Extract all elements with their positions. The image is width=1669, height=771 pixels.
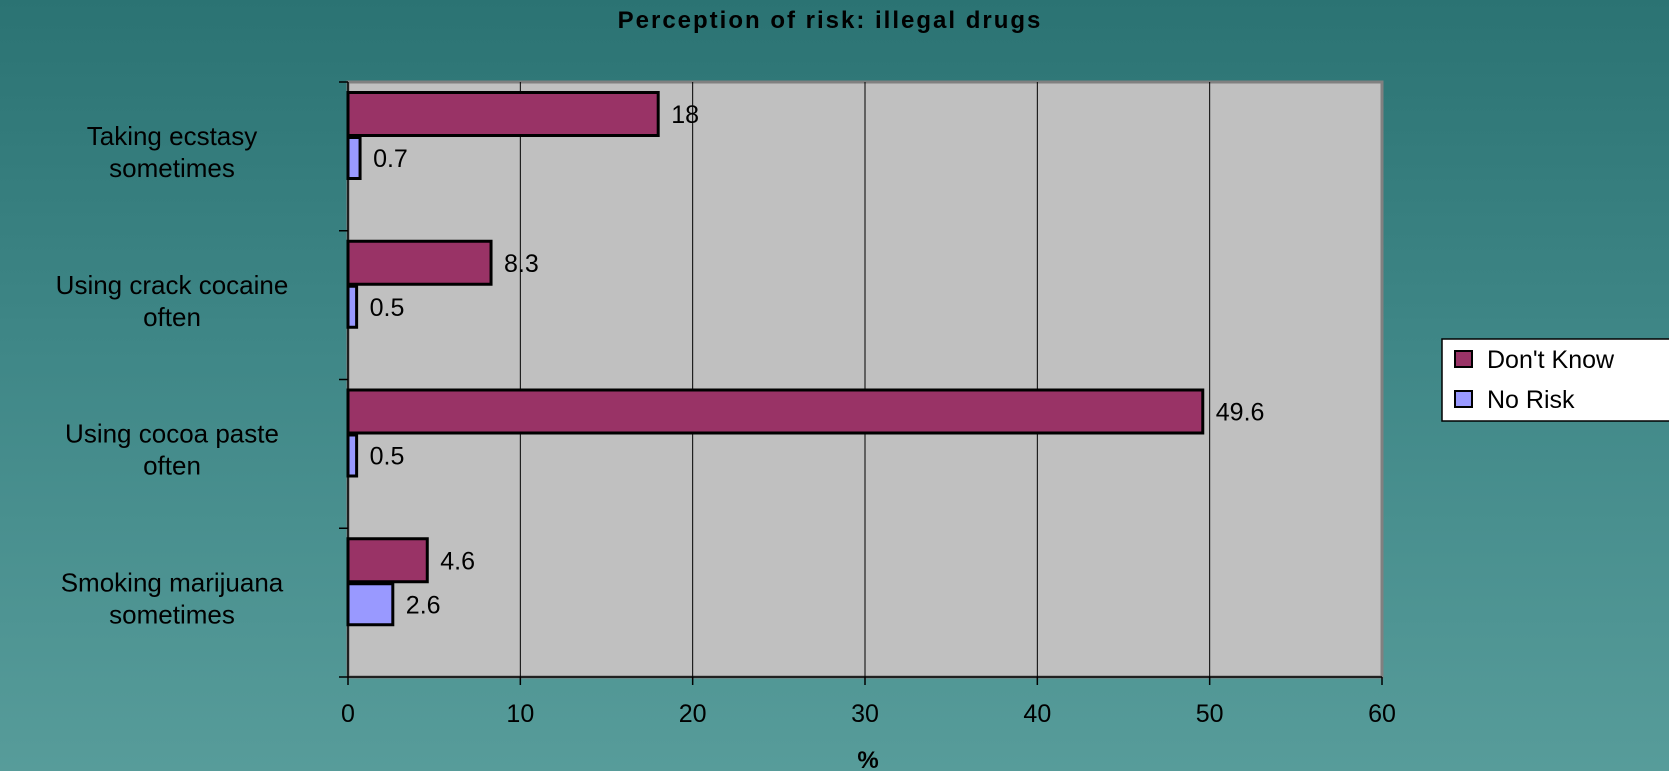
bar-no-risk [346,284,359,329]
data-label: 2.6 [406,591,441,619]
category-label: Taking ecstasy [87,121,258,151]
legend: Don't Know No Risk [1441,338,1669,422]
legend-label: Don't Know [1487,346,1615,374]
x-tick-label: 50 [1196,700,1224,728]
data-label: 18 [671,101,699,129]
data-label: 0.5 [370,294,405,322]
data-label: 49.6 [1216,399,1265,427]
category-label: often [143,451,201,481]
legend-box [1441,338,1669,422]
bar-dont-know [346,537,429,584]
category-label: sometimes [109,153,235,183]
data-label: 8.3 [504,250,539,278]
category-label: Using cocoa paste [65,419,279,449]
legend-swatch [1454,390,1473,408]
x-axis-title: % [857,747,878,771]
x-tick-label: 40 [1023,700,1051,728]
bar-dont-know [346,239,493,286]
x-tick-label: 60 [1368,700,1396,728]
data-label: 0.5 [370,443,405,471]
bar-no-risk [346,136,362,180]
x-tick-label: 0 [341,700,355,728]
legend-label: No Risk [1487,386,1575,414]
category-label: sometimes [109,599,235,629]
bar-dont-know [346,91,660,137]
legend-swatch [1454,350,1473,368]
category-label: often [143,302,201,332]
bar-dont-know [346,388,1205,435]
chart-title: Perception of risk: illegal drugs [618,7,1043,34]
x-tick-label: 20 [679,700,707,728]
x-tick-label: 10 [506,700,534,728]
x-tick-label: 30 [851,700,879,728]
data-label: 4.6 [440,547,475,575]
bar-no-risk [346,582,395,627]
bar-no-risk [346,433,359,478]
category-label: Using crack cocaine [56,270,289,300]
data-label: 0.7 [373,145,408,173]
category-label: Smoking marijuana [61,567,284,597]
